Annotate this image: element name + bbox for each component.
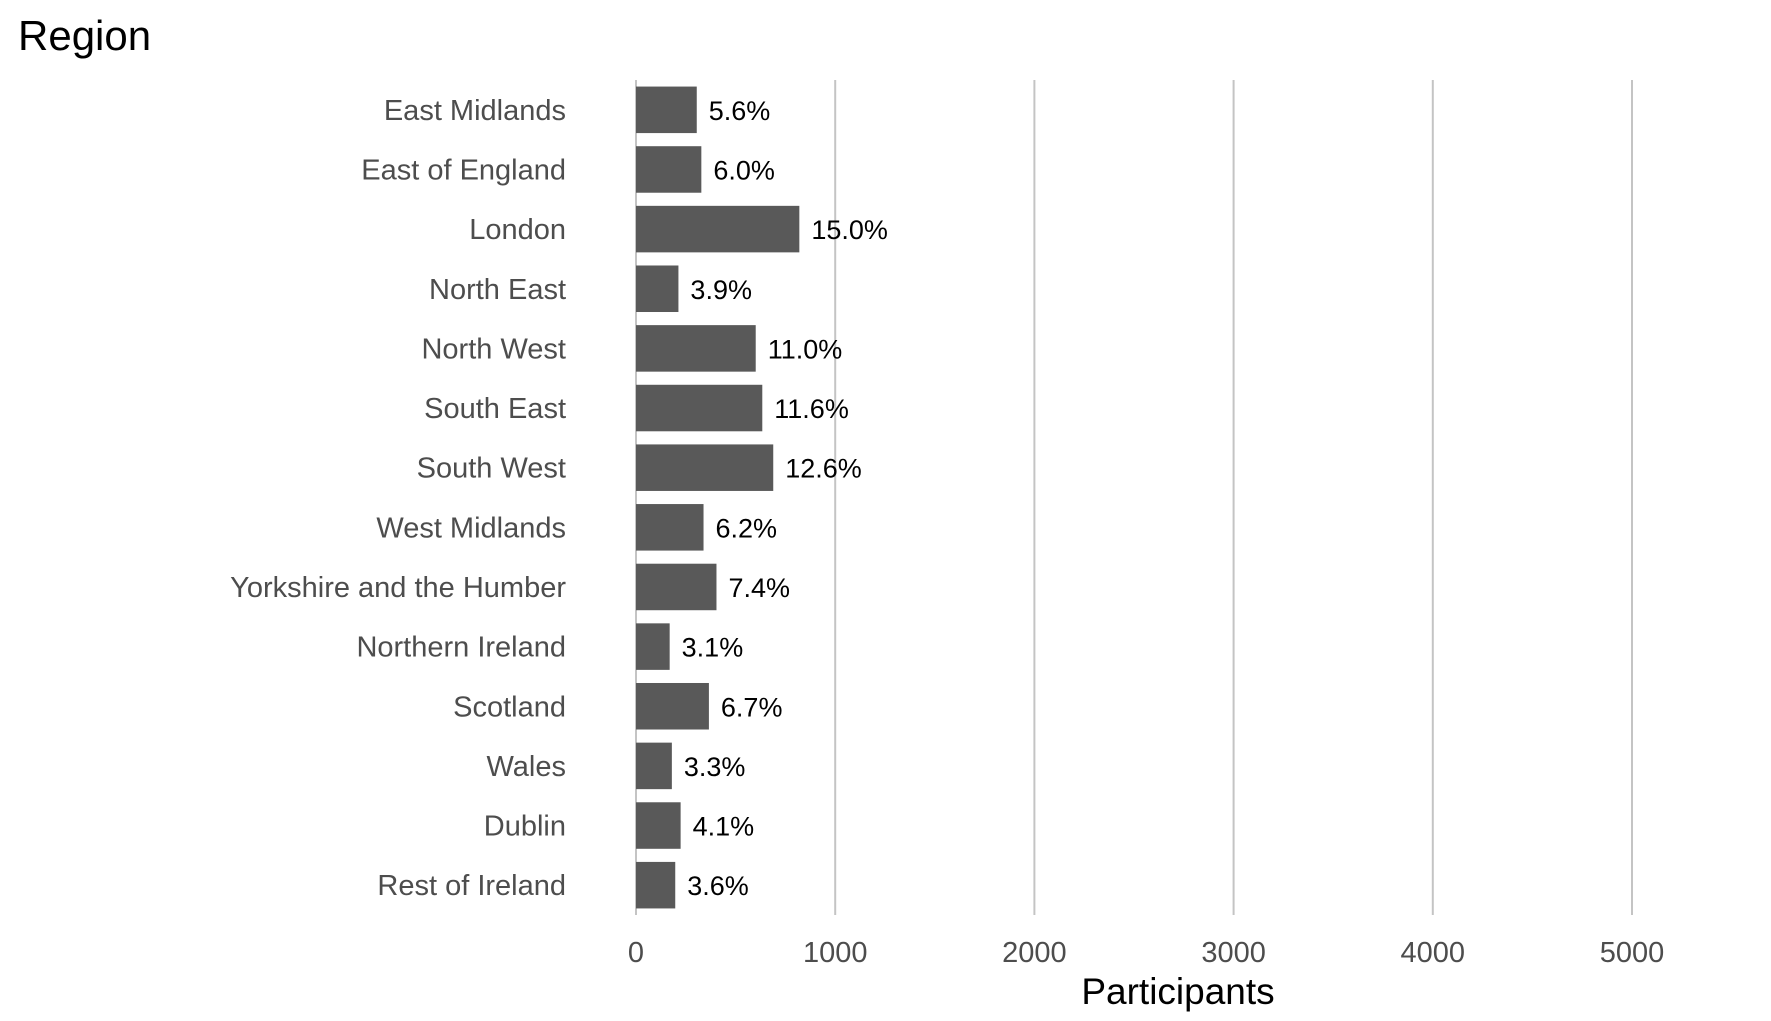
category-label: Scotland bbox=[453, 691, 566, 723]
x-tick-label: 5000 bbox=[1600, 937, 1665, 969]
bar bbox=[636, 861, 676, 909]
category-label: London bbox=[469, 214, 566, 246]
x-tick-label: 1000 bbox=[803, 937, 868, 969]
data-label: 3.6% bbox=[687, 871, 749, 901]
bar bbox=[636, 205, 800, 253]
data-label: 7.4% bbox=[728, 573, 790, 603]
bar bbox=[636, 504, 704, 551]
bar bbox=[636, 444, 774, 491]
category-label: South East bbox=[424, 393, 566, 425]
x-tick-label: 4000 bbox=[1401, 937, 1466, 969]
x-tick-label: 0 bbox=[628, 937, 644, 969]
category-label: Wales bbox=[487, 751, 567, 783]
category-label: Northern Ireland bbox=[356, 632, 566, 664]
gridlines bbox=[635, 80, 1633, 915]
data-label: 3.1% bbox=[682, 633, 744, 663]
bar bbox=[636, 682, 709, 730]
category-label: Yorkshire and the Humber bbox=[230, 572, 566, 604]
category-labels: East Midlands East of England London North … bbox=[230, 95, 566, 902]
data-label: 3.3% bbox=[684, 752, 746, 782]
data-label: 12.6% bbox=[785, 454, 862, 484]
x-tick-label: 2000 bbox=[1002, 937, 1067, 969]
x-tick-label: 3000 bbox=[1201, 937, 1266, 969]
data-label: 15.0% bbox=[811, 215, 888, 245]
data-label: 11.0% bbox=[768, 334, 843, 364]
bar bbox=[636, 325, 756, 372]
data-label: 5.6% bbox=[709, 96, 771, 126]
category-label: Dublin bbox=[484, 811, 566, 843]
category-label: West Midlands bbox=[376, 512, 566, 544]
chart-title: Region bbox=[18, 12, 151, 59]
data-labels: 5.6% 6.0% 15.0% 3.9% 11.0% 11.6% 12.6%6.2% 7.4%… bbox=[682, 96, 888, 901]
bar bbox=[636, 146, 702, 193]
bar bbox=[636, 563, 717, 611]
data-label: 6.7% bbox=[721, 692, 783, 722]
category-label: North East bbox=[429, 274, 566, 306]
bar bbox=[636, 265, 679, 313]
bar bbox=[636, 86, 697, 134]
data-label: 11.6% bbox=[774, 394, 849, 424]
bar bbox=[636, 623, 670, 670]
category-label: East Midlands bbox=[384, 95, 566, 127]
data-label: 4.1% bbox=[693, 812, 755, 842]
data-label: 6.0% bbox=[713, 155, 775, 185]
bar bbox=[636, 742, 672, 790]
category-label: South West bbox=[417, 453, 566, 485]
bar bbox=[636, 384, 763, 432]
data-label: 6.2% bbox=[716, 513, 778, 543]
x-tick-labels: 0 1000 2000 3000 4000 5000 bbox=[628, 937, 1664, 969]
bar bbox=[636, 802, 681, 849]
data-label: 3.9% bbox=[690, 275, 752, 305]
bars bbox=[636, 86, 800, 909]
category-label: East of England bbox=[361, 154, 566, 186]
category-label: North West bbox=[421, 333, 566, 365]
category-label: Rest of Ireland bbox=[377, 870, 566, 902]
x-axis-title: Participants bbox=[1081, 971, 1274, 1012]
